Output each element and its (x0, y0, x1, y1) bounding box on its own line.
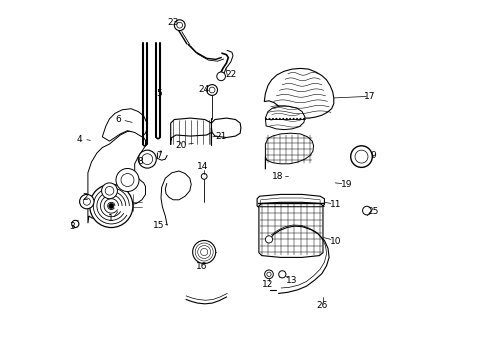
Circle shape (296, 118, 297, 120)
Text: 16: 16 (196, 262, 207, 271)
Text: 25: 25 (367, 207, 378, 216)
Text: 8: 8 (137, 157, 142, 166)
Polygon shape (211, 118, 241, 145)
Circle shape (177, 22, 182, 28)
Circle shape (279, 118, 280, 120)
Text: 5: 5 (156, 89, 162, 98)
Text: 7: 7 (156, 151, 162, 160)
Circle shape (292, 118, 294, 120)
Polygon shape (102, 109, 147, 141)
Circle shape (108, 203, 114, 208)
Text: 23: 23 (167, 18, 179, 27)
Circle shape (142, 154, 152, 165)
Circle shape (80, 194, 94, 209)
Polygon shape (170, 118, 212, 145)
Circle shape (362, 206, 370, 215)
Text: 1: 1 (107, 214, 113, 223)
Text: 6: 6 (115, 115, 121, 124)
Circle shape (116, 168, 139, 192)
Text: 24: 24 (198, 85, 209, 94)
Text: 17: 17 (363, 92, 375, 101)
Circle shape (299, 118, 301, 120)
Polygon shape (257, 194, 324, 210)
Circle shape (266, 272, 270, 276)
Polygon shape (264, 68, 333, 118)
Polygon shape (260, 198, 320, 207)
Text: 9: 9 (370, 151, 375, 160)
Text: 3: 3 (69, 222, 75, 231)
Circle shape (138, 150, 156, 168)
Circle shape (272, 118, 273, 120)
Circle shape (206, 85, 217, 95)
Text: 21: 21 (215, 132, 226, 140)
Polygon shape (258, 202, 322, 257)
Text: 12: 12 (262, 280, 273, 289)
Circle shape (282, 118, 284, 120)
Circle shape (265, 118, 266, 120)
Circle shape (102, 183, 117, 199)
Text: 26: 26 (316, 301, 327, 310)
Circle shape (265, 236, 272, 243)
Text: 18: 18 (271, 172, 283, 181)
Polygon shape (265, 133, 313, 169)
Circle shape (289, 118, 290, 120)
Circle shape (105, 186, 114, 195)
Circle shape (268, 118, 270, 120)
Text: 15: 15 (153, 220, 164, 230)
Circle shape (192, 240, 215, 264)
Circle shape (303, 118, 304, 120)
Circle shape (174, 20, 185, 31)
Circle shape (209, 87, 215, 93)
Text: 14: 14 (197, 162, 208, 171)
Circle shape (278, 271, 285, 278)
Circle shape (83, 198, 90, 205)
Circle shape (285, 118, 287, 120)
Circle shape (72, 220, 79, 228)
Polygon shape (265, 106, 305, 130)
Text: 4: 4 (77, 135, 82, 144)
Circle shape (354, 150, 367, 163)
Text: 19: 19 (341, 180, 352, 189)
Text: 11: 11 (329, 200, 340, 209)
Circle shape (350, 146, 371, 167)
Circle shape (121, 174, 134, 186)
Text: 13: 13 (285, 276, 297, 284)
Text: 10: 10 (329, 238, 340, 246)
Text: 22: 22 (225, 71, 236, 79)
Circle shape (264, 270, 273, 279)
Circle shape (89, 184, 133, 228)
Text: 20: 20 (176, 141, 187, 150)
Circle shape (216, 72, 225, 81)
Circle shape (275, 118, 277, 120)
Polygon shape (88, 131, 145, 223)
Text: 2: 2 (82, 194, 88, 202)
